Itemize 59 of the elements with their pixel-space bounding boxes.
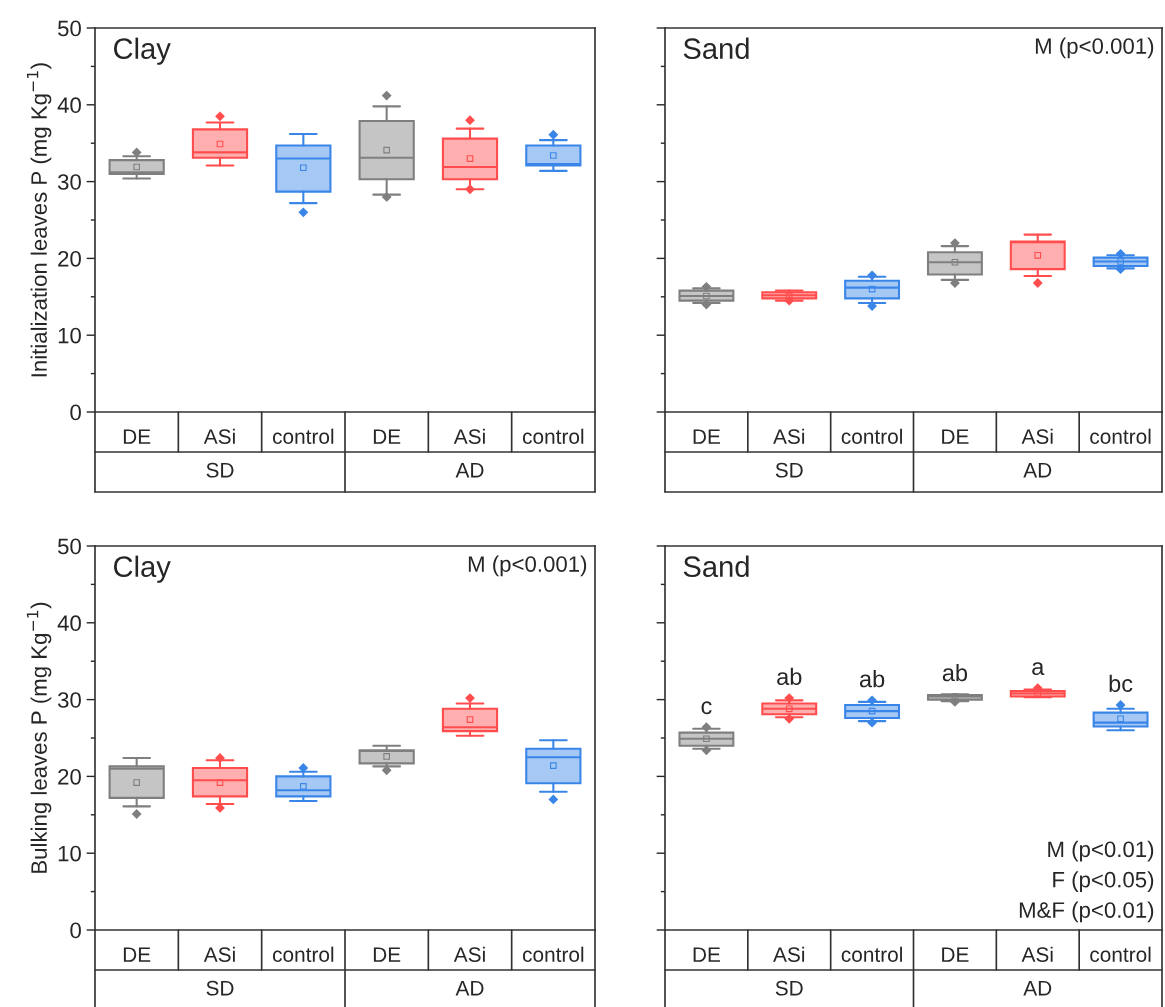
y-axis-title: Bulking leaves P (mg Kg$^{−1}$) bbox=[26, 602, 52, 873]
x-tick-label: DE bbox=[373, 429, 401, 444]
y-tick-label: 10 bbox=[58, 845, 81, 862]
chart-title: Clay bbox=[113, 37, 171, 65]
chart-title: Sand bbox=[683, 37, 749, 60]
x-tick-label: ASi bbox=[453, 428, 485, 444]
x-tick-label: DE bbox=[942, 947, 969, 962]
text: ab bbox=[859, 670, 885, 688]
x-tick-label: control bbox=[522, 946, 584, 962]
y-tick-label: 30 bbox=[57, 692, 81, 708]
y-tick-label: 0 bbox=[70, 404, 81, 421]
text: bc bbox=[1109, 674, 1133, 692]
x-tick-label: DE bbox=[942, 429, 969, 444]
y-tick-label: 40 bbox=[57, 615, 81, 632]
x-tick-label: control bbox=[272, 428, 334, 444]
chart-title: Sand bbox=[683, 555, 749, 578]
text: AD bbox=[1023, 463, 1052, 478]
text: SD bbox=[206, 980, 234, 996]
text: AD bbox=[455, 463, 484, 478]
x-tick-label: DE bbox=[123, 429, 151, 444]
y-tick-label: 0 bbox=[70, 922, 81, 939]
x-tick-label: control bbox=[1090, 428, 1151, 444]
y-tick-label: 40 bbox=[57, 97, 81, 114]
x-tick-label: ASi bbox=[1021, 428, 1053, 444]
text: SD bbox=[775, 462, 803, 478]
x-tick-label: ASi bbox=[203, 946, 235, 962]
x-tick-label: ASi bbox=[203, 428, 235, 444]
x-tick-label: DE bbox=[693, 947, 720, 962]
x-tick-label: control bbox=[841, 946, 902, 962]
chart-subtitle: M (p<0.001) bbox=[1035, 37, 1154, 59]
text: AD bbox=[455, 981, 484, 996]
x-tick-label: control bbox=[841, 428, 902, 444]
x-tick-label: control bbox=[522, 428, 584, 444]
y-tick-label: 20 bbox=[58, 250, 81, 267]
text: ab bbox=[942, 663, 968, 682]
text: ab bbox=[777, 667, 802, 686]
x-tick-label: ASi bbox=[773, 428, 805, 444]
chart-subtitle: M (p<0.001) bbox=[468, 555, 587, 577]
chart-title: Clay bbox=[113, 555, 171, 583]
x-tick-label: ASi bbox=[453, 946, 485, 962]
y-tick-label: 50 bbox=[57, 20, 81, 37]
x-tick-label: DE bbox=[693, 429, 720, 444]
text: c bbox=[701, 701, 712, 715]
y-tick-label: 20 bbox=[58, 768, 81, 785]
x-tick-label: DE bbox=[373, 947, 401, 962]
text: M (p<0.01) F (p<0.05) M&F (p<0.01) bbox=[1019, 840, 1154, 923]
x-tick-label: control bbox=[272, 946, 334, 962]
y-axis-title: Initialization leaves P (mg Kg$^{−1}$) bbox=[26, 63, 52, 377]
y-tick-label: 50 bbox=[57, 538, 81, 555]
y-tick-label: 30 bbox=[57, 174, 81, 190]
x-tick-label: ASi bbox=[1021, 946, 1053, 962]
x-tick-label: control bbox=[1090, 946, 1151, 962]
text: AD bbox=[1023, 981, 1052, 996]
x-tick-label: ASi bbox=[773, 946, 805, 962]
text: SD bbox=[775, 980, 803, 996]
y-tick-label: 10 bbox=[58, 327, 81, 344]
text: a bbox=[1032, 662, 1045, 676]
x-tick-label: DE bbox=[123, 947, 151, 962]
text: SD bbox=[206, 462, 234, 478]
